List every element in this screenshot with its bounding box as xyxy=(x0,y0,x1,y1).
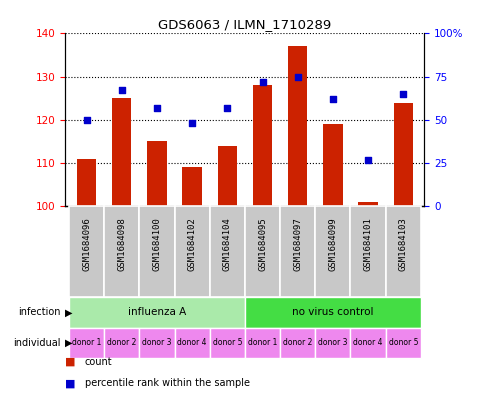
Text: donor 2: donor 2 xyxy=(107,338,136,347)
Bar xyxy=(174,328,209,358)
Bar xyxy=(209,328,244,358)
Bar xyxy=(358,202,377,206)
Point xyxy=(153,105,161,111)
Bar xyxy=(393,103,412,206)
Bar xyxy=(182,167,201,206)
Bar xyxy=(217,146,237,206)
Text: donor 1: donor 1 xyxy=(247,338,277,347)
Point xyxy=(188,120,196,127)
Text: donor 4: donor 4 xyxy=(353,338,382,347)
Bar xyxy=(209,206,244,297)
Text: infection: infection xyxy=(18,307,60,318)
Bar xyxy=(287,46,307,206)
Text: count: count xyxy=(85,356,112,367)
Bar xyxy=(69,206,104,297)
Text: no virus control: no virus control xyxy=(291,307,373,318)
Point xyxy=(83,117,91,123)
Text: GSM1684100: GSM1684100 xyxy=(152,217,161,271)
Text: donor 3: donor 3 xyxy=(318,338,347,347)
Bar xyxy=(350,328,385,358)
Point xyxy=(118,87,125,94)
Text: donor 4: donor 4 xyxy=(177,338,207,347)
Point xyxy=(398,91,406,97)
Text: donor 3: donor 3 xyxy=(142,338,171,347)
Point xyxy=(293,73,301,80)
Bar xyxy=(104,328,139,358)
Text: donor 2: donor 2 xyxy=(283,338,312,347)
Bar xyxy=(350,206,385,297)
Bar xyxy=(280,206,315,297)
Bar xyxy=(174,206,209,297)
Text: ▶: ▶ xyxy=(64,307,72,318)
Bar xyxy=(77,159,96,206)
Text: ■: ■ xyxy=(65,378,76,388)
Text: GSM1684098: GSM1684098 xyxy=(117,217,126,271)
Bar xyxy=(322,124,342,206)
Bar xyxy=(244,206,280,297)
Bar xyxy=(385,328,420,358)
Bar xyxy=(139,328,174,358)
Point xyxy=(328,96,336,102)
Text: donor 1: donor 1 xyxy=(72,338,101,347)
Text: GSM1684103: GSM1684103 xyxy=(398,217,407,271)
Bar xyxy=(315,328,350,358)
Title: GDS6063 / ILMN_1710289: GDS6063 / ILMN_1710289 xyxy=(158,18,331,31)
Text: GSM1684099: GSM1684099 xyxy=(328,217,337,271)
Point xyxy=(258,79,266,85)
Bar xyxy=(244,328,280,358)
Text: GSM1684096: GSM1684096 xyxy=(82,217,91,271)
Text: GSM1684104: GSM1684104 xyxy=(222,217,231,271)
Bar xyxy=(147,141,166,206)
Text: percentile rank within the sample: percentile rank within the sample xyxy=(85,378,249,388)
Text: donor 5: donor 5 xyxy=(388,338,417,347)
Bar xyxy=(69,297,244,328)
Bar xyxy=(244,297,420,328)
Bar xyxy=(252,85,272,206)
Text: GSM1684095: GSM1684095 xyxy=(257,217,267,271)
Bar xyxy=(112,98,131,206)
Text: ▶: ▶ xyxy=(64,338,72,348)
Point xyxy=(223,105,231,111)
Bar xyxy=(69,328,104,358)
Bar xyxy=(139,206,174,297)
Text: influenza A: influenza A xyxy=(128,307,186,318)
Bar xyxy=(280,328,315,358)
Bar xyxy=(385,206,420,297)
Text: GSM1684101: GSM1684101 xyxy=(363,217,372,271)
Text: GSM1684102: GSM1684102 xyxy=(187,217,196,271)
Point xyxy=(363,156,371,163)
Bar xyxy=(315,206,350,297)
Text: ■: ■ xyxy=(65,356,76,367)
Text: donor 5: donor 5 xyxy=(212,338,242,347)
Bar xyxy=(104,206,139,297)
Text: individual: individual xyxy=(13,338,60,348)
Text: GSM1684097: GSM1684097 xyxy=(293,217,302,271)
